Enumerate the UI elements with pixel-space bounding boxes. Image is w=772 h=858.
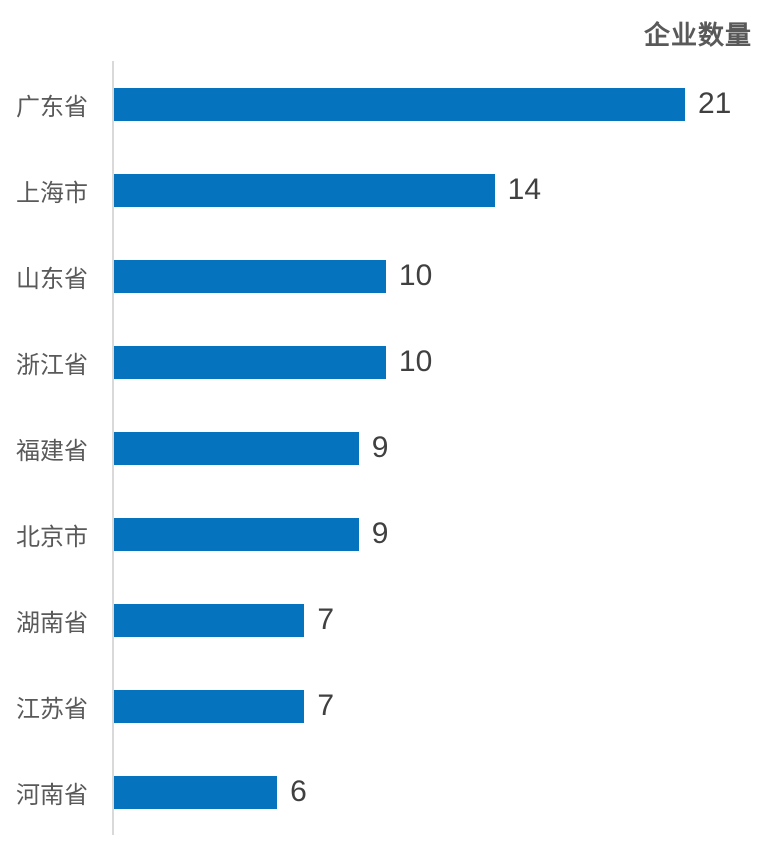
category-label: 江苏省 — [16, 696, 88, 723]
value-label: 7 — [317, 603, 335, 636]
bar-area: 10 — [114, 345, 772, 379]
bar-area: 10 — [114, 259, 772, 293]
chart-title: 企业数量 — [643, 20, 752, 50]
bar — [114, 431, 359, 465]
bar-rows: 广东省 21 上海市 14 山东省 10 浙江省 10 福建省 9 — [0, 61, 772, 835]
value-label: 10 — [398, 345, 433, 378]
value-label: 14 — [507, 173, 542, 206]
value-label: 6 — [290, 775, 307, 808]
category-label: 浙江省 — [16, 352, 88, 379]
bar-row: 广东省 21 — [0, 61, 772, 147]
bar-area: 9 — [114, 517, 772, 551]
category-label: 广东省 — [16, 94, 88, 121]
category-label: 福建省 — [16, 438, 88, 465]
bar-area: 7 — [114, 603, 772, 637]
category-label: 上海市 — [16, 180, 88, 207]
plot-area: 广东省 21 上海市 14 山东省 10 浙江省 10 福建省 9 — [0, 61, 772, 835]
y-axis-line — [112, 61, 114, 835]
bar — [114, 173, 495, 207]
bar — [114, 689, 305, 723]
bar-area: 21 — [114, 87, 772, 121]
value-label: 10 — [398, 259, 433, 292]
bar — [114, 603, 305, 637]
bar — [114, 775, 278, 809]
bar-area: 9 — [114, 431, 772, 465]
bar — [114, 517, 359, 551]
bar-row: 北京市 9 — [0, 491, 772, 577]
category-label: 湖南省 — [16, 610, 88, 637]
bar-row: 福建省 9 — [0, 405, 772, 491]
bar-area: 14 — [114, 173, 772, 207]
bar-row: 浙江省 10 — [0, 319, 772, 405]
bar — [114, 87, 685, 121]
category-label: 北京市 — [16, 524, 88, 551]
value-label: 9 — [371, 517, 389, 550]
bar-row: 河南省 6 — [0, 749, 772, 835]
bar — [114, 345, 386, 379]
bar-row: 山东省 10 — [0, 233, 772, 319]
category-label: 河南省 — [16, 782, 88, 809]
bar-row: 湖南省 7 — [0, 577, 772, 663]
bar-row: 江苏省 7 — [0, 663, 772, 749]
bar-area: 7 — [114, 689, 772, 723]
value-label: 7 — [317, 689, 335, 722]
bar-row: 上海市 14 — [0, 147, 772, 233]
bar-area: 6 — [114, 775, 772, 809]
category-label: 山东省 — [16, 266, 88, 293]
value-label: 9 — [371, 431, 389, 464]
value-label: 21 — [698, 87, 732, 120]
bar — [114, 259, 386, 293]
